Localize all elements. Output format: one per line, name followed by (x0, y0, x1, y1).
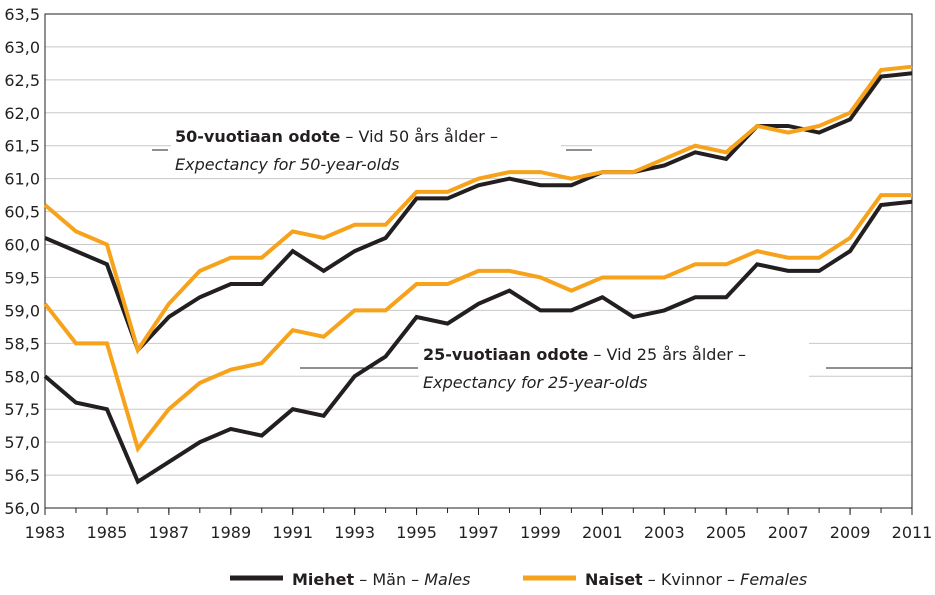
annotation-bold: 25-vuotiaan odote (423, 345, 588, 364)
legend-italic: Males (424, 570, 470, 589)
legend-label: Miehet – Män – Males (292, 570, 470, 589)
annotation-bg (419, 340, 809, 396)
legend-italic: Females (740, 570, 807, 589)
x-tick-label: 1991 (272, 523, 313, 542)
legend-text: – Kvinnor – (643, 570, 740, 589)
y-tick-label: 63,0 (4, 38, 40, 57)
y-tick-label: 58,0 (4, 367, 40, 386)
x-tick-label: 1985 (87, 523, 128, 542)
y-tick-label: 56,5 (4, 466, 40, 485)
y-tick-label: 57,5 (4, 400, 40, 419)
annotation-bold: 50-vuotiaan odote (175, 127, 340, 146)
y-tick-label: 60,0 (4, 236, 40, 255)
annotation-text: – Vid 25 års ålder – (588, 345, 746, 364)
y-tick-label: 61,5 (4, 137, 40, 156)
annotation: 50-vuotiaan odote – Vid 50 års ålder – (175, 127, 498, 146)
x-tick-label: 1999 (520, 523, 561, 542)
x-tick-label: 1993 (334, 523, 375, 542)
y-tick-label: 59,5 (4, 268, 40, 287)
y-tick-label: 58,5 (4, 334, 40, 353)
x-tick-label: 2007 (768, 523, 809, 542)
series-line (43, 193, 912, 454)
y-tick-label: 62,5 (4, 71, 40, 90)
annotation-italic: Expectancy for 50-year-olds (175, 155, 399, 174)
y-tick-label: 59,0 (4, 301, 40, 320)
annotation-bg (171, 122, 561, 178)
legend-bold: Miehet (292, 570, 355, 589)
x-tick-label: 2009 (830, 523, 871, 542)
x-tick-label: 1989 (210, 523, 251, 542)
x-tick-label: 1997 (458, 523, 499, 542)
plot-frame (44, 13, 913, 509)
legend-bold: Naiset (585, 570, 643, 589)
x-tick-label: 2011 (892, 523, 933, 542)
annotation-italic: Expectancy for 25-year-olds (423, 373, 647, 392)
legend-text: – Män – (354, 570, 424, 589)
y-tick-label: 63,5 (4, 5, 40, 24)
y-tick-label: 62,0 (4, 104, 40, 123)
series-line (43, 64, 913, 355)
y-tick-label: 61,0 (4, 170, 40, 189)
annotation-text: – Vid 50 års ålder – (340, 127, 498, 146)
y-tick-label: 56,0 (4, 499, 40, 518)
x-tick-label: 2005 (706, 523, 747, 542)
x-tick-label: 1987 (148, 523, 189, 542)
x-tick-label: 2003 (644, 523, 685, 542)
y-tick-label: 57,0 (4, 433, 40, 452)
annotation: 25-vuotiaan odote – Vid 25 års ålder – (423, 345, 746, 364)
x-tick-label: 1983 (25, 523, 66, 542)
legend-label: Naiset – Kvinnor – Females (585, 570, 807, 589)
series-line (44, 71, 913, 354)
series-line (43, 199, 913, 485)
y-tick-label: 60,5 (4, 203, 40, 222)
x-tick-label: 1995 (396, 523, 437, 542)
x-tick-label: 2001 (582, 523, 623, 542)
